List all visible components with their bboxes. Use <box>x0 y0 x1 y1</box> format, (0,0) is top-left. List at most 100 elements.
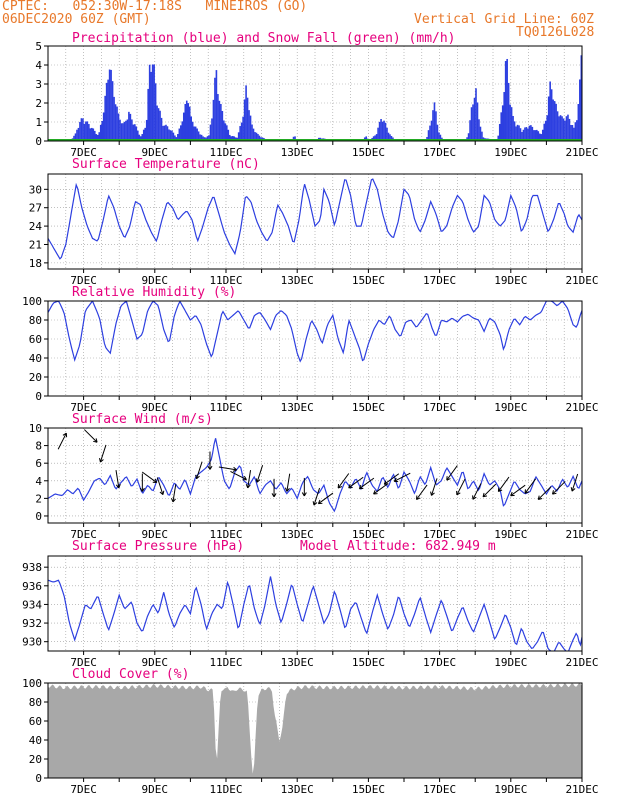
wind-arrow-head <box>99 458 104 463</box>
precip-bar <box>163 125 166 141</box>
precip-bar <box>478 119 480 141</box>
precip-ytick-label: 4 <box>35 59 42 72</box>
precip-bar <box>561 116 563 141</box>
wind-arrow <box>510 484 526 497</box>
wind-arrow-head <box>348 483 353 489</box>
cloud-xtick-label: 9DEC <box>142 783 169 796</box>
precip-bar <box>107 79 109 141</box>
precip-bar <box>150 71 152 141</box>
precip-bar <box>435 111 437 141</box>
precip-bar <box>521 131 523 141</box>
precip-bar <box>538 133 541 141</box>
wind-arrow-head <box>245 484 251 489</box>
wind-ytick-label: 2 <box>35 492 42 505</box>
precip-bar <box>233 136 236 141</box>
precip-bar <box>215 70 218 141</box>
wind-xtick-label: 15DEC <box>352 528 385 541</box>
precip-bar <box>135 126 138 141</box>
precip-bar <box>221 110 224 141</box>
precip-bar <box>512 115 514 141</box>
precip-bar <box>93 130 96 141</box>
wind-ytick-label: 8 <box>35 440 42 453</box>
temperature-ytick-label: 27 <box>29 202 42 215</box>
precip-bar <box>559 115 562 141</box>
precip-bar <box>111 81 114 141</box>
precip-bar <box>562 118 565 141</box>
wind-ytick-label: 0 <box>35 510 42 523</box>
wind-plot-area <box>48 429 582 513</box>
precip-bar <box>580 55 582 141</box>
precip-bar <box>501 105 504 141</box>
precip-bar <box>73 135 75 141</box>
humidity-ytick-label: 60 <box>29 333 42 346</box>
precip-bar <box>573 127 575 141</box>
precip-ytick-label: 5 <box>35 40 42 53</box>
wind-arrow <box>537 486 552 500</box>
precip-bar <box>134 124 136 141</box>
pressure-title: Surface Pressure (hPa) <box>72 539 244 554</box>
precip-bar <box>579 79 581 141</box>
precip-bar <box>522 129 525 141</box>
precip-bar <box>237 132 240 141</box>
precip-bar <box>85 121 87 141</box>
pressure-frame <box>47 555 583 652</box>
wind-arrow-head <box>383 480 389 485</box>
cloud-title: Cloud Cover (%) <box>72 667 189 682</box>
wind-arrow-head <box>255 478 261 483</box>
temperature-plot-area <box>48 178 582 260</box>
humidity-xtick-label: 15DEC <box>352 401 385 414</box>
precip-bar <box>390 136 393 141</box>
wind-arrow <box>472 483 482 500</box>
cloud-xtick-label: 17DEC <box>423 783 456 796</box>
precip-bar <box>242 116 244 141</box>
precip-bar <box>498 123 501 141</box>
pressure-xtick-label: 9DEC <box>142 656 169 669</box>
precip-bar <box>172 132 175 141</box>
precip-xtick-label: 7DEC <box>70 146 97 159</box>
cloud-ytick-label: 100 <box>22 677 42 690</box>
cloud-xtick-label: 19DEC <box>494 783 527 796</box>
precip-bar <box>104 95 106 141</box>
precip-bar <box>374 135 376 141</box>
precip-bar <box>227 129 230 141</box>
pressure-ytick-label: 932 <box>22 617 42 630</box>
precip-bar <box>430 120 433 141</box>
precip-bar <box>129 113 132 141</box>
precip-bar <box>513 121 516 141</box>
wind-arrow <box>431 478 438 496</box>
wind-arrow <box>524 478 537 494</box>
precip-bar <box>540 134 543 141</box>
precip-bar <box>92 128 95 141</box>
pressure-ytick-label: 930 <box>22 636 42 649</box>
precip-bar <box>541 129 544 141</box>
wind-xtick-label: 7DEC <box>70 528 97 541</box>
precip-bar <box>77 127 80 141</box>
cloud-xtick-label: 7DEC <box>70 783 97 796</box>
humidity-xtick-label: 9DEC <box>142 401 169 414</box>
precip-bar <box>251 124 253 141</box>
precip-bar <box>142 129 145 141</box>
wind-arrow <box>84 429 98 443</box>
station-header: CPTEC: 052:30W-17:18S MINEIROS (GO) <box>2 0 308 14</box>
temperature-xtick-label: 17DEC <box>423 274 456 287</box>
precip-bar <box>82 118 84 141</box>
wind-xtick-label: 13DEC <box>281 528 314 541</box>
wind-arrow <box>99 444 107 463</box>
precip-bar <box>534 130 537 141</box>
precip-bar <box>510 107 513 141</box>
precip-bar <box>206 136 209 141</box>
precip-bar <box>223 120 225 141</box>
temperature-panel: 18 21 24 27 30 7DEC 9DEC 11DEC 13DEC 15DEC 17DEC 19… <box>29 157 599 287</box>
precip-bar <box>91 127 93 141</box>
wind-arrow-head <box>497 487 503 493</box>
wind-arrow-head <box>115 484 121 489</box>
wind-arrow <box>115 470 120 488</box>
precip-bar <box>381 121 384 141</box>
precip-bar <box>546 115 548 141</box>
precip-bar <box>177 134 179 141</box>
pressure-xtick-label: 21DEC <box>565 656 598 669</box>
precip-bar <box>202 136 204 141</box>
precip-bar <box>547 96 550 141</box>
wind-xtick-label: 17DEC <box>423 528 456 541</box>
precip-bar <box>389 134 391 141</box>
